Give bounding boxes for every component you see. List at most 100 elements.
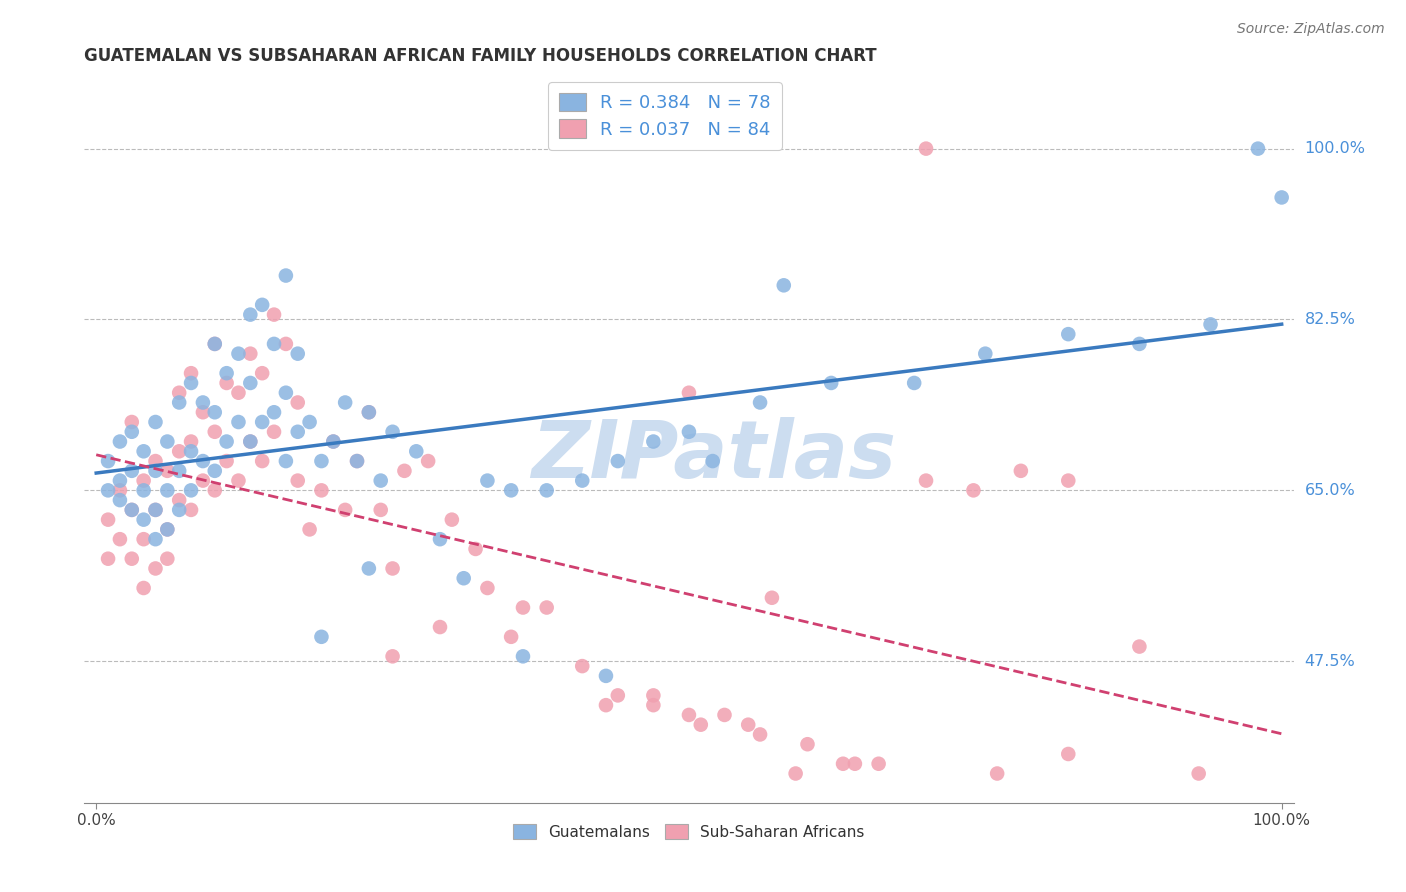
Point — [180, 444, 202, 458]
Point — [962, 483, 984, 498]
Point — [571, 659, 593, 673]
Point — [180, 483, 202, 498]
Point — [97, 551, 120, 566]
Point — [1057, 474, 1080, 488]
Point — [333, 503, 356, 517]
Point — [381, 561, 404, 575]
Point — [239, 346, 262, 360]
Point — [440, 513, 463, 527]
Point — [429, 532, 451, 546]
Point — [204, 483, 226, 498]
Point — [512, 649, 534, 664]
Point — [263, 425, 285, 439]
Point — [145, 415, 167, 429]
Point — [298, 415, 321, 429]
Point — [394, 464, 416, 478]
Point — [571, 474, 593, 488]
Point — [311, 454, 333, 468]
Point — [1010, 464, 1032, 478]
Point — [749, 395, 772, 409]
Point — [477, 474, 499, 488]
Point — [156, 434, 179, 449]
Point — [1057, 327, 1080, 342]
Point — [145, 464, 167, 478]
Point — [204, 337, 226, 351]
Point — [357, 405, 380, 419]
Point — [1128, 337, 1150, 351]
Point — [595, 669, 617, 683]
Point — [643, 434, 665, 449]
Point — [311, 630, 333, 644]
Text: GUATEMALAN VS SUBSAHARAN AFRICAN FAMILY HOUSEHOLDS CORRELATION CHART: GUATEMALAN VS SUBSAHARAN AFRICAN FAMILY … — [84, 47, 877, 65]
Point — [180, 434, 202, 449]
Point — [204, 464, 226, 478]
Point — [180, 366, 202, 380]
Point — [156, 464, 179, 478]
Point — [145, 532, 167, 546]
Point — [346, 454, 368, 468]
Point — [167, 493, 190, 508]
Point — [274, 268, 297, 283]
Point — [167, 444, 190, 458]
Point — [772, 278, 794, 293]
Point — [132, 513, 155, 527]
Point — [915, 474, 938, 488]
Point — [239, 434, 262, 449]
Point — [429, 620, 451, 634]
Point — [108, 483, 131, 498]
Point — [132, 532, 155, 546]
Point — [108, 434, 131, 449]
Point — [156, 551, 179, 566]
Point — [274, 337, 297, 351]
Point — [121, 415, 143, 429]
Point — [167, 464, 190, 478]
Point — [536, 483, 558, 498]
Point — [250, 366, 273, 380]
Point — [678, 425, 700, 439]
Point — [974, 346, 997, 360]
Text: Source: ZipAtlas.com: Source: ZipAtlas.com — [1237, 22, 1385, 37]
Point — [97, 513, 120, 527]
Point — [820, 376, 842, 390]
Legend: Guatemalans, Sub-Saharan Africans: Guatemalans, Sub-Saharan Africans — [508, 818, 870, 846]
Point — [121, 551, 143, 566]
Point — [322, 434, 344, 449]
Point — [239, 308, 262, 322]
Point — [274, 385, 297, 400]
Point — [678, 385, 700, 400]
Point — [145, 503, 167, 517]
Point — [477, 581, 499, 595]
Point — [761, 591, 783, 605]
Point — [121, 503, 143, 517]
Point — [250, 415, 273, 429]
Point — [215, 454, 238, 468]
Point — [357, 405, 380, 419]
Point — [250, 298, 273, 312]
Point — [204, 405, 226, 419]
Point — [145, 561, 167, 575]
Point — [132, 474, 155, 488]
Point — [713, 707, 735, 722]
Point — [228, 474, 250, 488]
Point — [108, 474, 131, 488]
Point — [263, 308, 285, 322]
Point — [167, 395, 190, 409]
Point — [156, 483, 179, 498]
Point — [370, 503, 392, 517]
Point — [606, 689, 628, 703]
Point — [287, 425, 309, 439]
Point — [274, 454, 297, 468]
Point — [453, 571, 475, 585]
Point — [346, 454, 368, 468]
Point — [381, 649, 404, 664]
Point — [228, 385, 250, 400]
Point — [1128, 640, 1150, 654]
Point — [903, 376, 925, 390]
Point — [215, 366, 238, 380]
Point — [287, 395, 309, 409]
Point — [97, 454, 120, 468]
Text: 100.0%: 100.0% — [1305, 141, 1365, 156]
Point — [298, 523, 321, 537]
Point — [1271, 190, 1294, 204]
Point — [191, 454, 214, 468]
